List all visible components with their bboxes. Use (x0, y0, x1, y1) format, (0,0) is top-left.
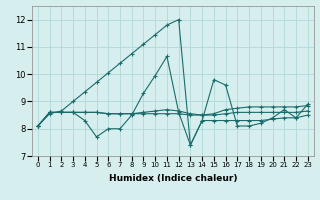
X-axis label: Humidex (Indice chaleur): Humidex (Indice chaleur) (108, 174, 237, 183)
